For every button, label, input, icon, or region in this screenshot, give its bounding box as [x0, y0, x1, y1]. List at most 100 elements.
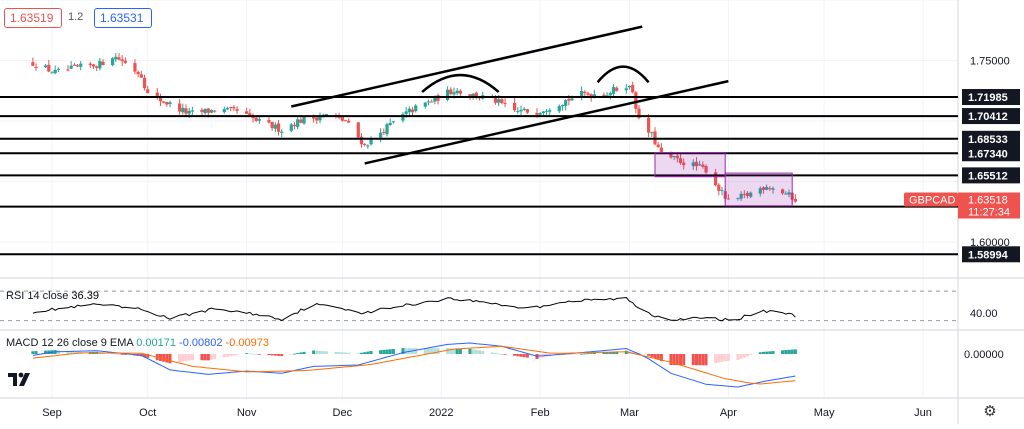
indicator-legends: RSI 14 close 36.39 MACD 12 26 close 9 EMA…	[6, 290, 269, 349]
drawings[interactable]	[0, 25, 958, 256]
candle-body	[178, 103, 182, 112]
candle-body	[31, 62, 35, 66]
gear-icon[interactable]: ⚙	[983, 403, 997, 420]
macd-histogram-bar	[497, 353, 501, 355]
macd-histogram-bar	[190, 354, 194, 361]
candle	[318, 112, 322, 124]
candle-body	[525, 109, 529, 113]
macd-histogram-bar	[280, 354, 284, 357]
macd-histogram-bar	[318, 350, 322, 354]
candle-body	[340, 116, 344, 121]
candle	[203, 108, 207, 115]
macd-histogram-bar	[739, 354, 743, 359]
candle-body	[292, 124, 297, 127]
candle-body	[519, 109, 523, 112]
macd-histogram-bar	[736, 354, 740, 361]
candle	[366, 144, 370, 149]
macd-histogram-bar	[277, 354, 281, 356]
macd-histogram-bar	[446, 348, 450, 354]
candle-body	[289, 124, 293, 131]
macd-histogram-bar	[184, 354, 188, 362]
price-tick-label: 1.60000	[970, 237, 1010, 249]
candle	[229, 106, 233, 112]
candle-body	[203, 108, 207, 114]
macd-histogram-bar	[493, 352, 497, 354]
macd-histogram-bar	[114, 353, 118, 355]
candle-body	[34, 66, 38, 68]
candle-body	[133, 63, 137, 72]
macd-histogram-bar	[720, 354, 724, 362]
candle-body	[181, 107, 185, 113]
candle	[659, 143, 663, 154]
candle-body	[136, 71, 140, 75]
candle	[784, 191, 788, 195]
ask-price-box[interactable]: 1.63531	[94, 8, 152, 28]
macd-histogram-bar	[704, 354, 708, 366]
macd-histogram-bar	[162, 354, 166, 362]
candle	[656, 142, 660, 148]
candle	[615, 86, 619, 92]
price-tick-label: 1.75000	[970, 56, 1010, 68]
time-axis[interactable]: Sep Oct Nov Dec 2022 Feb Mar Apr May Jun	[42, 407, 932, 419]
macd-histogram-bar	[366, 351, 370, 354]
candle	[232, 105, 236, 111]
candle	[292, 122, 297, 130]
candle	[225, 106, 230, 110]
tradingview-logo-icon[interactable]	[6, 368, 36, 390]
macd-histogram-bar	[781, 350, 785, 354]
candle-body	[611, 87, 616, 94]
candle-body	[698, 164, 702, 166]
macd-histogram-bar	[468, 348, 472, 354]
macd-histogram-bar	[624, 350, 628, 354]
candle-body	[359, 136, 364, 145]
arc-drawing	[421, 73, 500, 93]
candle	[289, 122, 293, 133]
candle-body	[423, 102, 427, 107]
candle-body	[72, 64, 76, 66]
candle-body	[146, 89, 150, 94]
macd-histogram-bar	[321, 351, 325, 354]
macd-histogram-bar	[602, 352, 606, 354]
candle	[50, 71, 54, 74]
candle	[299, 116, 303, 124]
candle-body	[452, 92, 456, 95]
macd-histogram-bar	[382, 349, 386, 354]
candle	[146, 85, 150, 94]
macd-histogram-bar	[455, 348, 459, 354]
candle	[647, 113, 651, 138]
candle	[637, 105, 641, 120]
macd-histogram-bar	[605, 352, 609, 354]
macd-histogram-bar	[254, 353, 258, 355]
candle	[343, 119, 348, 122]
macd-histogram-bar	[47, 350, 51, 354]
candle-body	[257, 119, 261, 121]
time-tick-label: Oct	[139, 407, 156, 419]
candle-body	[627, 85, 632, 88]
candle-body	[678, 158, 683, 164]
candle-body	[318, 117, 322, 121]
candle	[91, 63, 96, 70]
candle	[69, 61, 73, 69]
candle-body	[717, 184, 721, 191]
macd-legend-value: -0.00802	[176, 337, 222, 349]
candle	[190, 106, 194, 115]
price-axis[interactable]: 1.75000 1.60000 1.71985 1.70412 1.68533 1.673…	[904, 56, 1020, 263]
candle	[410, 106, 415, 116]
candle-body	[385, 124, 389, 135]
bid-price-box[interactable]: 1.63519	[4, 8, 62, 28]
rsi-line	[32, 296, 796, 322]
macd-histogram-bar	[787, 349, 791, 354]
candle-body	[522, 108, 526, 111]
candle-body	[337, 116, 341, 118]
candle-body	[404, 111, 408, 114]
candle-body	[564, 100, 568, 106]
candle-body	[650, 132, 654, 134]
macd-histogram-bar	[315, 350, 319, 354]
candle	[315, 116, 319, 125]
candle	[222, 106, 226, 114]
candle	[672, 155, 676, 161]
macd-histogram-bar	[694, 354, 698, 366]
